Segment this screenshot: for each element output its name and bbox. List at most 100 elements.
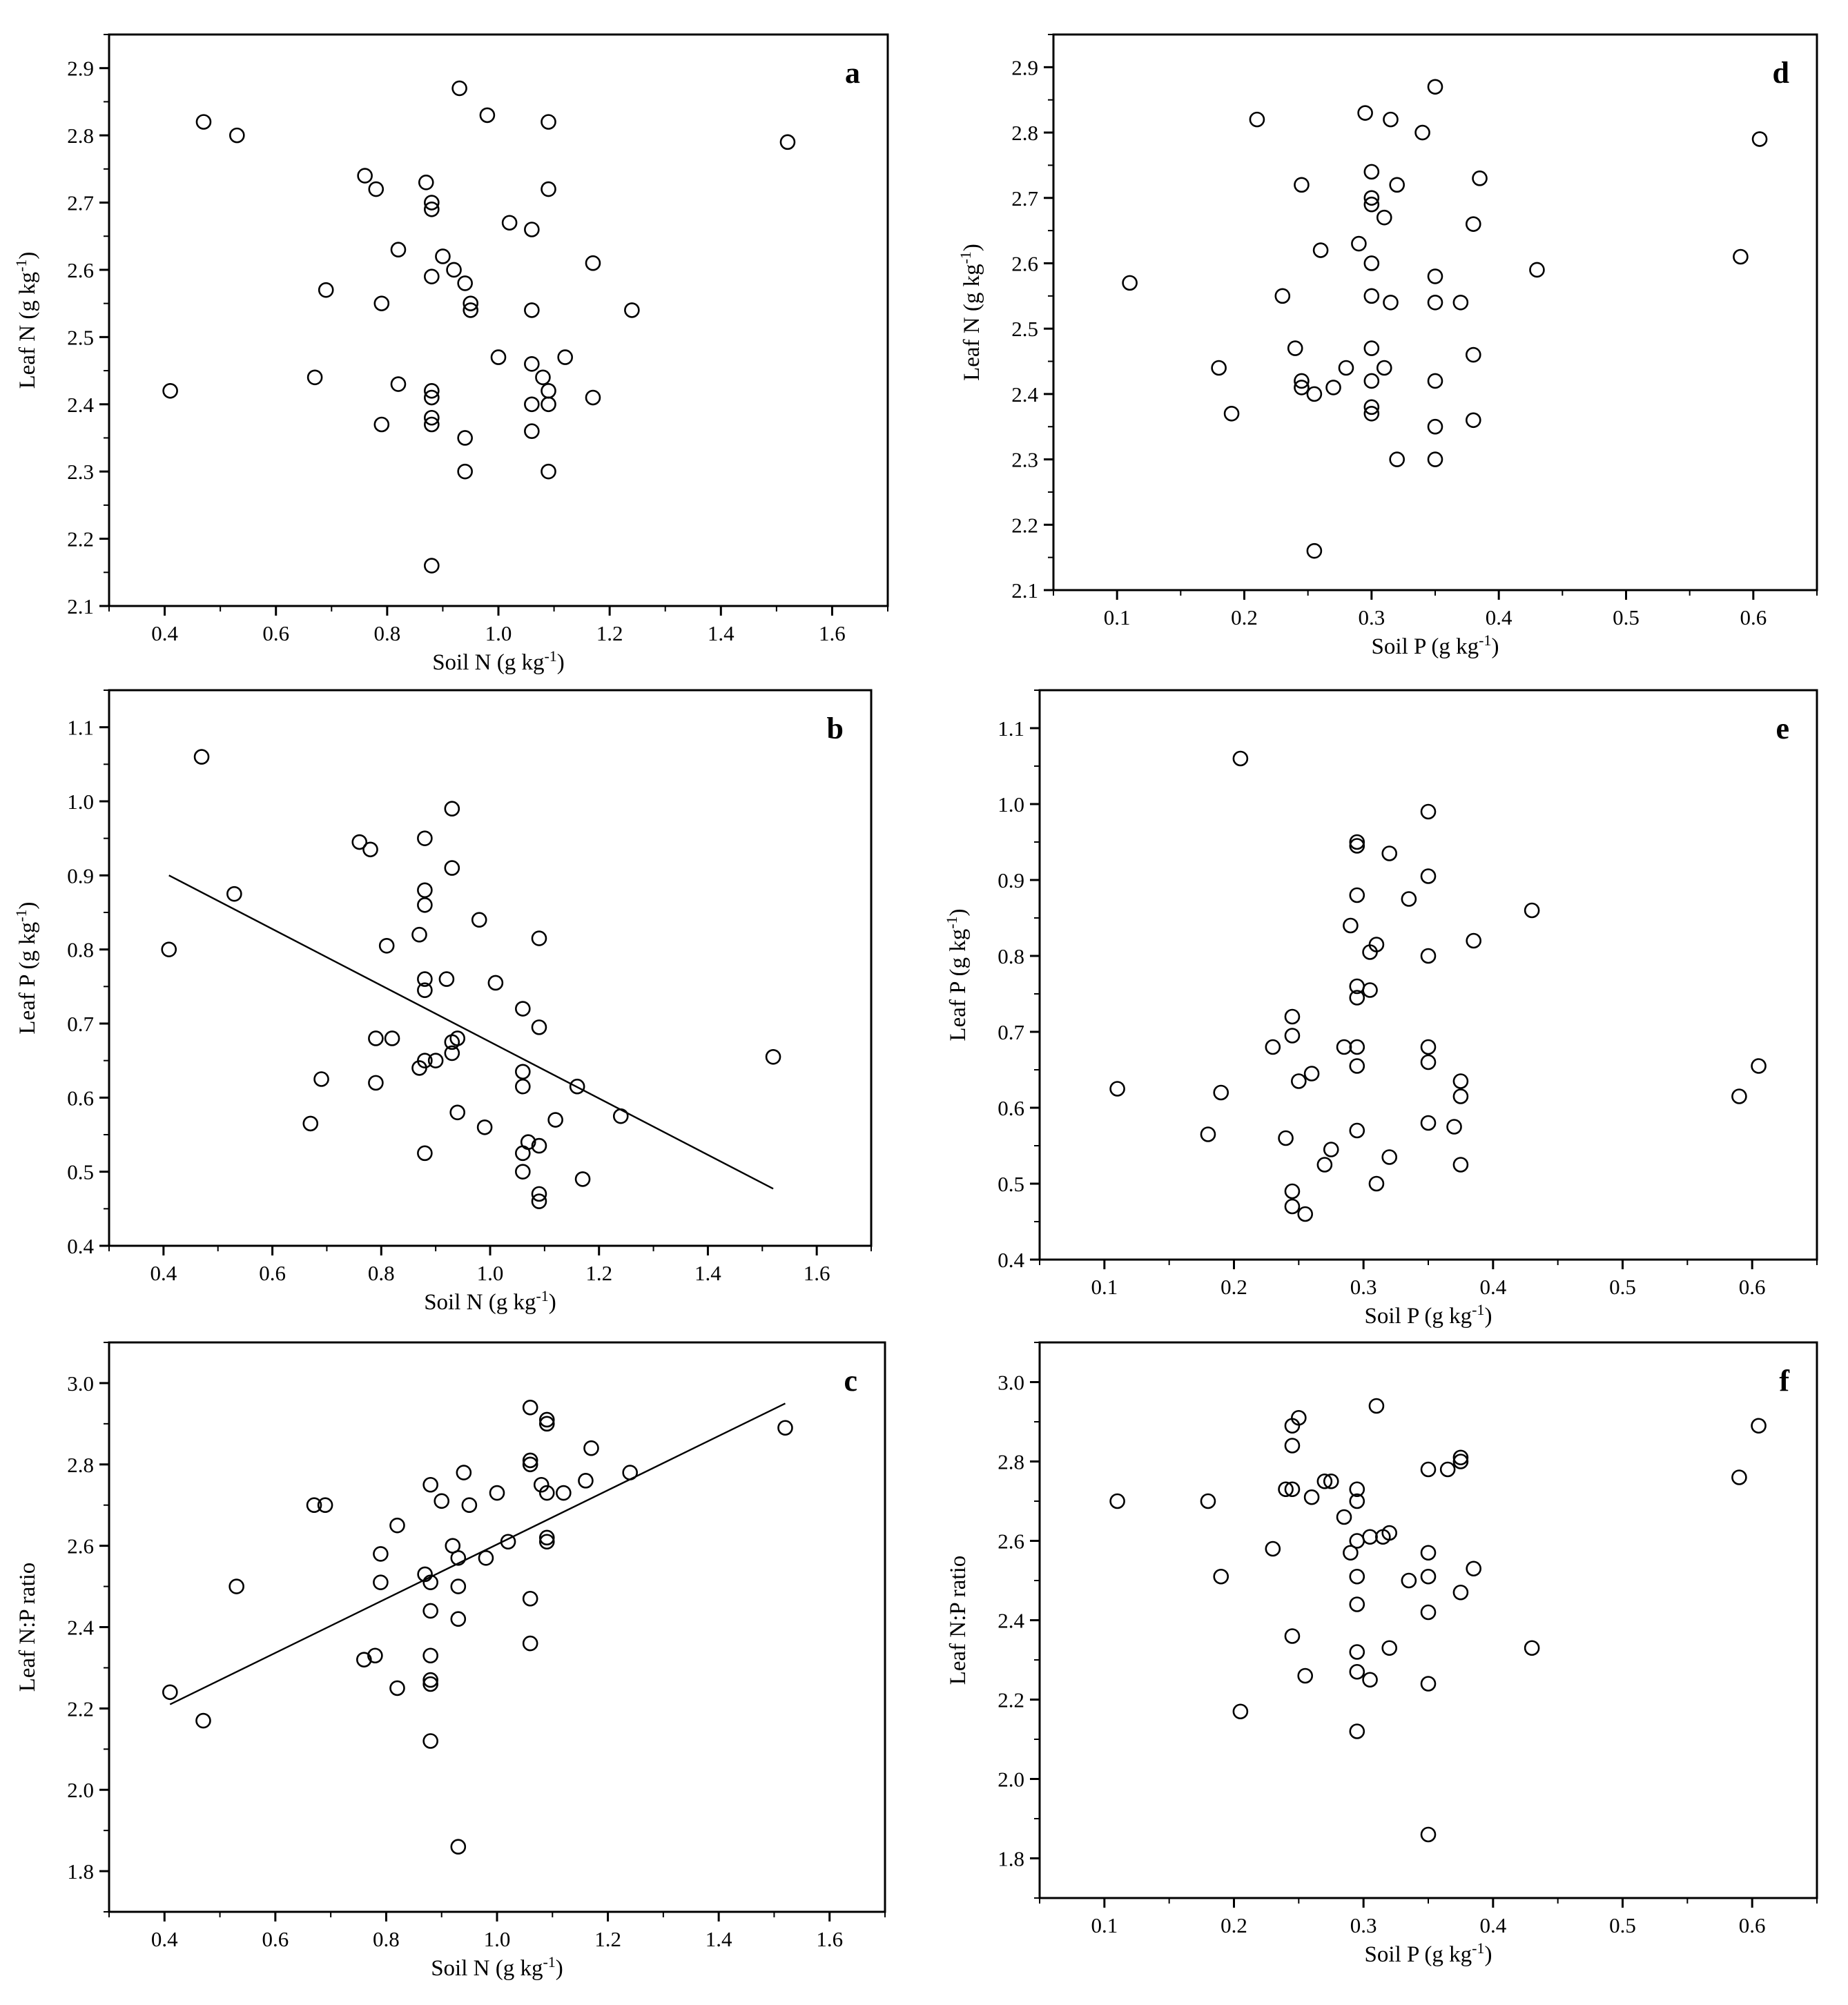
y-tick-label: 2.4 [998,1609,1024,1633]
data-point [1232,750,1249,767]
data-point [1363,399,1380,415]
data-point [1389,177,1405,193]
data-point [418,175,434,190]
data-point [1265,1039,1281,1055]
y-tick-label: 0.9 [67,863,94,888]
data-point [1200,1126,1216,1142]
data-point [162,382,178,399]
y-tick-label: 2.1 [1011,578,1038,603]
data-point [1349,838,1365,854]
data-point [1291,1409,1307,1426]
data-point [490,349,507,365]
x-tick-label: 0.4 [1479,1913,1506,1937]
data-point [373,1546,389,1562]
data-point [1401,1572,1417,1589]
data-point [1452,1449,1469,1466]
data-point [435,248,451,264]
data-point [574,1171,591,1187]
x-axis-label: Soil P (g kg-1) [1365,1301,1492,1329]
data-point [541,382,556,399]
data-point [1731,1088,1747,1104]
y-tick-label: 2.6 [1011,251,1038,275]
data-point [461,1497,478,1514]
data-point [1466,346,1481,363]
data-point [424,195,440,211]
x-tick-label: 1.6 [816,1927,843,1951]
data-point [1287,340,1303,356]
data-point [457,275,473,291]
x-tick-label: 0.8 [368,1261,395,1285]
data-point [463,302,479,318]
data-point [1349,1723,1365,1739]
data-point [777,1420,793,1436]
y-tick-label: 2.8 [1011,121,1038,145]
data-point [478,1550,494,1566]
data-point [424,558,440,574]
data-point [1284,1481,1301,1498]
data-point [1323,1142,1339,1157]
data-point [1420,1039,1437,1055]
x-tick-label: 0.2 [1220,1275,1247,1299]
data-point [471,912,487,928]
x-tick-label: 1.4 [694,1261,721,1285]
data-point [479,107,496,124]
data-point [1213,1568,1229,1585]
data-point [318,282,334,298]
data-point [390,376,407,392]
panel-f: 0.1 0.2 0.3 0.4 0.5 0.6 1.8 2.0 2.2 2.4 2.6 2.8 3.0 S… [946,1341,1818,1967]
data-point [228,1578,244,1594]
data-point [501,215,518,231]
x-axis-label: Soil N (g kg-1) [424,1287,556,1316]
y-tick-label: 2.7 [67,191,94,215]
data-point [1349,1568,1365,1585]
data-point [1297,1206,1314,1222]
data-point [531,1193,547,1209]
data-point [1349,1663,1365,1680]
data-point [438,971,455,987]
plot-frame [1038,1341,1818,1899]
y-tick-label: 2.3 [67,460,94,484]
data-point [1452,1073,1469,1089]
data-point [612,1108,629,1124]
y-tick-label: 0.4 [67,1234,94,1258]
data-point [450,1550,467,1566]
x-tick-label: 1.2 [596,621,623,645]
panel-label: f [1779,1364,1790,1398]
data-point [424,201,440,217]
data-point [1368,937,1385,952]
data-point [1312,242,1329,258]
data-point [424,268,440,284]
data-point [302,1115,319,1132]
data-point [306,1497,322,1514]
data-point [417,830,433,846]
data-point [368,181,385,197]
data-point [424,382,440,399]
data-point [1368,1175,1385,1192]
data-point [1297,1667,1314,1684]
y-tick-label: 2.6 [998,1529,1024,1554]
y-tick-label: 0.4 [998,1248,1024,1272]
x-tick-label: 0.6 [262,621,289,645]
data-point [522,1635,538,1652]
data-point [1466,216,1481,232]
data-point [1294,373,1310,389]
data-point [451,80,467,97]
data-point [541,463,556,480]
data-point [1343,1545,1359,1561]
data-point [1383,294,1399,311]
data-point [195,114,212,130]
data-point [557,349,573,365]
data-point [1376,360,1392,376]
data-point [569,1078,585,1095]
data-point [1731,1469,1747,1485]
data-point [1122,275,1138,291]
data-point [578,1473,594,1489]
data-point [1349,1533,1365,1549]
data-point [1357,105,1373,121]
x-axis-label: Soil N (g kg-1) [431,1953,563,1982]
data-point [1420,948,1437,964]
data-point [1466,412,1481,429]
x-tick-label: 0.6 [259,1261,286,1285]
y-tick-label: 0.5 [67,1160,94,1184]
data-point [1265,1541,1281,1557]
